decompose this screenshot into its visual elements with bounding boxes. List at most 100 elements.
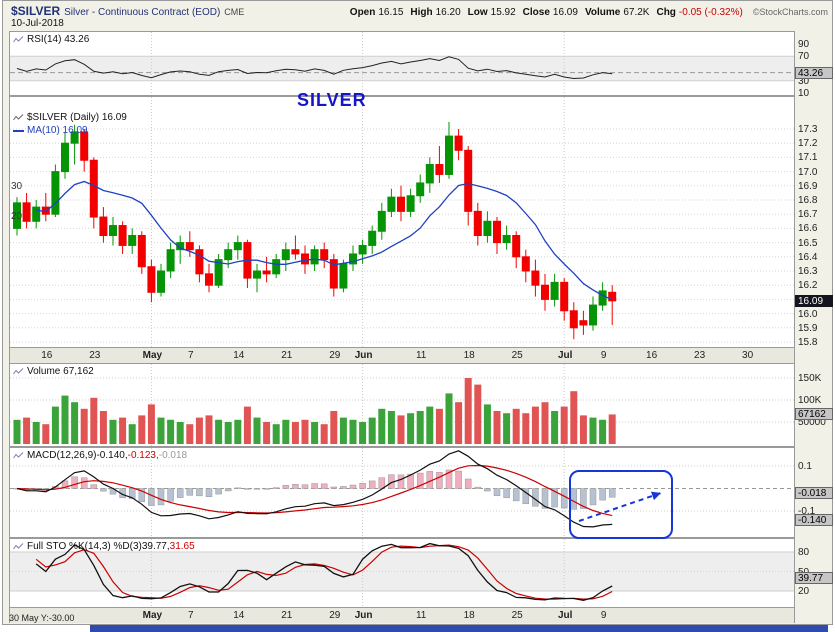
y-axis-value-box: 67162 <box>795 408 833 421</box>
x-axis-label: 23 <box>694 350 706 361</box>
price-left-label: 20 <box>11 211 23 222</box>
volume-legend: Volume 67,162 <box>13 366 94 377</box>
y-axis-value-box: -0.140 <box>795 514 833 526</box>
x-axis-label: Jun <box>354 610 373 621</box>
y-axis-label: 50000 <box>798 417 826 428</box>
y-axis-value-box: 16.09 <box>795 294 833 307</box>
x-axis-label: 30 <box>742 350 754 361</box>
x-axis-label: 23 <box>89 350 101 361</box>
quote-label: Chg <box>656 7 676 18</box>
y-axis-label: 16.5 <box>798 237 818 249</box>
macd-line <box>16 450 613 528</box>
price-left-label: 30 <box>11 181 23 192</box>
volume-bars <box>13 378 616 444</box>
x-axis-label: 7 <box>188 610 194 621</box>
rsi-plot <box>9 31 795 96</box>
quote-label: Low <box>467 7 488 18</box>
y-axis-value-box: -0.018 <box>795 486 833 499</box>
legend-text: RSI(14) 43.26 <box>27 34 90 45</box>
x-axis-label: 16 <box>41 350 53 361</box>
quote-value: 67.2K <box>623 7 650 18</box>
y-axis-label: 16.8 <box>798 195 818 206</box>
quote-value: 16.09 <box>552 7 578 18</box>
quote-label: Open <box>349 7 376 18</box>
y-axis-label: 16.6 <box>798 223 818 235</box>
y-axis-label: 17.1 <box>798 152 818 164</box>
macd-signal-line <box>16 464 613 517</box>
y-axis-label: 15.8 <box>798 337 818 348</box>
x-axis-label: 9 <box>600 350 607 361</box>
y-axis-label: -0.1 <box>798 506 816 517</box>
y-axis-label: 16.7 <box>798 209 818 221</box>
x-axis-label: 9 <box>600 610 607 621</box>
macd-plot <box>9 447 795 538</box>
macd-indicator-icon <box>13 452 24 459</box>
stockcharts-credit: ©StockCharts.com <box>752 7 828 17</box>
chart-header: $SILVER Silver - Continuous Contract (EO… <box>11 4 828 18</box>
bottom-bar <box>90 625 828 632</box>
highlight-box-annotation <box>569 470 673 539</box>
symbol-name: Silver - Continuous Contract (EOD) <box>64 7 221 18</box>
legend-text: 31.65 <box>169 541 195 552</box>
candlesticks <box>13 121 617 340</box>
x-axis-label: May <box>142 350 163 361</box>
ma-line-sample <box>13 129 24 132</box>
volume-indicator-icon <box>13 368 24 375</box>
x-axis-label: 16 <box>646 350 658 361</box>
quote-summary: Open 16.15 High 16.20 Low 15.92 Close 16.09 Volu… <box>343 7 743 18</box>
y-axis-label: 17.0 <box>798 166 818 178</box>
legend-text: -0.140, <box>96 450 128 461</box>
quote-value: 16.20 <box>435 7 461 18</box>
quote-value: 15.92 <box>490 7 516 18</box>
chart-date: 10-Jul-2018 <box>11 18 64 29</box>
x-axis-label: 18 <box>463 350 475 361</box>
y-axis-column: 90 70 30 10 43.26 17.3 17.2 17.1 17.0 16.9 16.8 16.… <box>795 1 834 625</box>
x-axis-label: 14 <box>233 350 245 361</box>
stochastic-legend: Full STO %K(14,3) %D(3) 39.77, 31.65 <box>13 541 195 552</box>
y-axis-label: 16.9 <box>798 180 818 192</box>
volume-plot <box>9 363 795 447</box>
symbol: $SILVER <box>11 4 61 18</box>
y-axis-label: 16.0 <box>798 308 818 320</box>
quote-label: Close <box>522 7 550 18</box>
legend-text: $SILVER (Daily) 16.09 <box>27 112 127 123</box>
ma-legend: MA(10) 16.09 <box>13 125 88 136</box>
y-axis-label: 70 <box>798 51 810 63</box>
legend-text: -0.123, <box>127 450 159 461</box>
y-axis-label: 150K <box>798 373 822 384</box>
x-axis-label: 29 <box>329 350 341 361</box>
y-axis-label: 17.3 <box>798 124 818 135</box>
x-axis-label: 18 <box>463 610 475 621</box>
y-axis-label: 10 <box>798 88 810 99</box>
y-axis-label: 16.3 <box>798 266 818 277</box>
x-axis-label: 29 <box>329 610 341 621</box>
legend-text: -0.018 <box>158 450 188 461</box>
x-axis-top: 16 23 May 7 14 21 29 Jun 11 18 25 Jul 9 16 23 30 <box>9 348 795 363</box>
sto-k-line <box>35 542 613 601</box>
y-axis-label: 50 <box>798 567 809 578</box>
quote-label: High <box>410 7 433 18</box>
price-legend: $SILVER (Daily) 16.09 <box>13 112 127 123</box>
y-axis-value-box: 39.77 <box>795 572 833 585</box>
price-plot <box>9 96 795 348</box>
quote-label: Volume <box>584 7 621 18</box>
macd-legend: MACD(12,26,9) -0.140, -0.123, -0.018 <box>13 450 187 461</box>
y-axis-label: 30 <box>798 75 810 87</box>
x-axis-label: 11 <box>415 610 427 621</box>
x-axis-label: 25 <box>511 350 523 361</box>
legend-text: 39.77, <box>141 541 170 552</box>
price-chart-icon <box>13 114 24 121</box>
ma-line <box>36 180 613 301</box>
legend-text: MACD(12,26,9) <box>27 450 97 461</box>
x-axis-label: 11 <box>415 350 427 361</box>
x-axis-label: 14 <box>233 610 245 621</box>
y-axis-label: 17.2 <box>798 138 818 150</box>
x-axis-label: May <box>142 610 163 621</box>
y-axis-label: 20 <box>798 586 810 597</box>
stochastic-plot <box>9 538 795 608</box>
y-axis-label: 16.4 <box>798 251 818 263</box>
rsi-line <box>16 56 613 80</box>
x-axis-label: 7 <box>188 350 194 361</box>
